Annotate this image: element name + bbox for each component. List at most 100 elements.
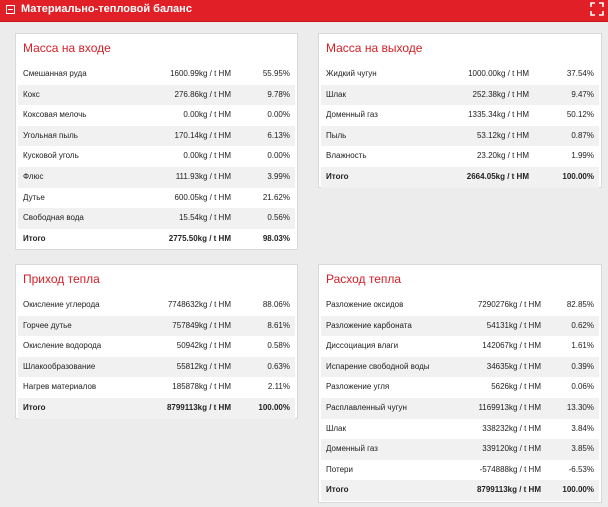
row-value: 55812kg / t HM (176, 361, 231, 371)
row-value: 1600.99kg / t HM (170, 69, 231, 78)
row-label: Доменный газ (326, 444, 378, 454)
row-label: Разложение оксидов (326, 300, 404, 309)
row-percent: 1.61% (571, 341, 594, 351)
table-row: Шлакообразование 55812kg / t HM 0.63% (18, 356, 295, 378)
row-percent: 0.06% (571, 382, 594, 392)
table-row: Диссоциация влаги 142067kg / t HM 1.61% (321, 336, 599, 357)
row-percent: 0.63% (267, 361, 290, 371)
row-percent: 6.13% (267, 130, 290, 140)
heat-in-table: Окисление углерода 7748632kg / t HM 88.06%… (18, 295, 295, 419)
expand-icon[interactable] (590, 2, 604, 16)
row-value: 338232kg / t HM (482, 423, 541, 433)
row-value: 34635kg / t HM (486, 361, 541, 371)
mass-in-panel: Масса на входе Смешанная руда 1600.99kg /… (15, 33, 298, 250)
row-percent: 100.00% (562, 485, 594, 495)
table-total-row: Итого 8799113kg / t HM 100.00% (18, 397, 295, 419)
table-row: Нагрев материалов 185878kg / t HM 2.11% (18, 377, 295, 398)
row-percent: 13.30% (566, 402, 594, 412)
row-percent: 88.06% (262, 300, 290, 309)
row-value: 5626kg / t HM (491, 382, 541, 392)
row-percent: 0.00% (267, 151, 290, 161)
row-label: Шлак (326, 89, 346, 99)
row-label: Разложение карбоната (326, 320, 412, 330)
row-percent: 1.99% (571, 151, 594, 161)
row-percent: 9.47% (571, 89, 594, 99)
table-row: Доменный газ 339120kg / t HM 3.85% (321, 439, 599, 460)
panel-title: Расход тепла (326, 272, 402, 286)
row-percent: 98.03% (262, 233, 290, 243)
table-row: Свободная вода 15.54kg / t HM 0.56% (18, 208, 295, 229)
row-percent: 9.78% (267, 89, 290, 99)
row-value: -574888kg / t HM (479, 464, 541, 474)
row-value: 1335.34kg / t HM (468, 110, 529, 120)
row-value: 8799113kg / t HM (166, 402, 231, 412)
table-row: Разложение карбоната 54131kg / t HM 0.62% (321, 315, 599, 337)
row-value: 7290276kg / t HM (477, 300, 541, 309)
collapse-icon[interactable] (6, 5, 15, 14)
row-value: 339120kg / t HM (482, 444, 541, 454)
table-row: Жидкий чугун 1000.00kg / t HM 37.54% (321, 64, 599, 85)
mass-out-table: Жидкий чугун 1000.00kg / t HM 37.54% Шлак 25… (321, 64, 599, 188)
row-label: Пыль (326, 130, 347, 140)
row-label: Влажность (326, 151, 367, 161)
heat-out-panel: Расход тепла Разложение оксидов 7290276kg… (318, 264, 602, 503)
row-label: Доменный газ (326, 110, 378, 120)
row-label: Флюс (23, 171, 44, 181)
row-value: 7748632kg / t HM (167, 300, 231, 309)
row-value: 1000.00kg / t HM (468, 69, 529, 78)
row-label: Шлак (326, 423, 346, 433)
row-value: 15.54kg / t HM (178, 213, 231, 223)
row-label: Потери (326, 464, 353, 474)
row-percent: 100.00% (562, 171, 594, 181)
row-label: Итого (23, 233, 46, 243)
row-label: Угольная пыль (23, 130, 78, 140)
table-row: Шлак 252.38kg / t HM 9.47% (321, 84, 599, 106)
table-row: Флюс 111.93kg / t HM 3.99% (18, 166, 295, 188)
table-row: Кусковой уголь 0.00kg / t HM 0.00% (18, 146, 295, 167)
row-value: 600.05kg / t HM (174, 192, 231, 202)
row-label: Кокс (23, 89, 40, 99)
row-label: Расплавленный чугун (326, 402, 407, 412)
row-percent: 55.95% (262, 69, 290, 78)
row-value: 276.86kg / t HM (174, 89, 231, 99)
row-value: 8799113kg / t HM (476, 485, 541, 495)
row-value: 757849kg / t HM (172, 320, 231, 330)
table-row: Горчее дутье 757849kg / t HM 8.61% (18, 315, 295, 337)
row-label: Дутье (23, 192, 45, 202)
row-percent: 0.00% (267, 110, 290, 120)
row-percent: 0.58% (267, 341, 290, 351)
row-label: Итого (23, 402, 46, 412)
row-label: Шлакообразование (23, 361, 96, 371)
row-label: Окисление углерода (23, 300, 100, 309)
table-row: Смешанная руда 1600.99kg / t HM 55.95% (18, 64, 295, 85)
row-value: 0.00kg / t HM (183, 151, 231, 161)
row-label: Разложение угля (326, 382, 390, 392)
table-row: Разложение угля 5626kg / t HM 0.06% (321, 377, 599, 398)
row-percent: 21.62% (262, 192, 290, 202)
row-value: 0.00kg / t HM (183, 110, 231, 120)
row-label: Свободная вода (23, 213, 84, 223)
row-percent: 0.56% (267, 213, 290, 223)
row-percent: 0.39% (571, 361, 594, 371)
row-value: 54131kg / t HM (486, 320, 541, 330)
table-row: Угольная пыль 170.14kg / t HM 6.13% (18, 125, 295, 147)
table-row: Испарение свободной воды 34635kg / t HM 0.… (321, 356, 599, 378)
row-value: 1169913kg / t HM (478, 402, 541, 412)
row-percent: 3.84% (571, 423, 594, 433)
panel-title: Масса на входе (23, 41, 111, 55)
row-label: Итого (326, 171, 349, 181)
table-row: Окисление углерода 7748632kg / t HM 88.06% (18, 295, 295, 316)
row-label: Коксовая мелочь (23, 110, 87, 120)
table-row: Коксовая мелочь 0.00kg / t HM 0.00% (18, 105, 295, 126)
row-percent: -6.53% (568, 464, 594, 474)
table-total-row: Итого 8799113kg / t HM 100.00% (321, 480, 599, 501)
table-row: Кокс 276.86kg / t HM 9.78% (18, 84, 295, 106)
table-row: Дутье 600.05kg / t HM 21.62% (18, 188, 295, 209)
row-label: Испарение свободной воды (326, 361, 430, 371)
row-value: 185878kg / t HM (172, 382, 231, 392)
row-value: 53.12kg / t HM (476, 130, 529, 140)
row-value: 23.20kg / t HM (476, 151, 529, 161)
mass-out-panel: Масса на выходе Жидкий чугун 1000.00kg / … (318, 33, 602, 188)
row-label: Окисление водорода (23, 341, 102, 351)
heat-in-panel: Приход тепла Окисление углерода 7748632kg… (15, 264, 298, 419)
